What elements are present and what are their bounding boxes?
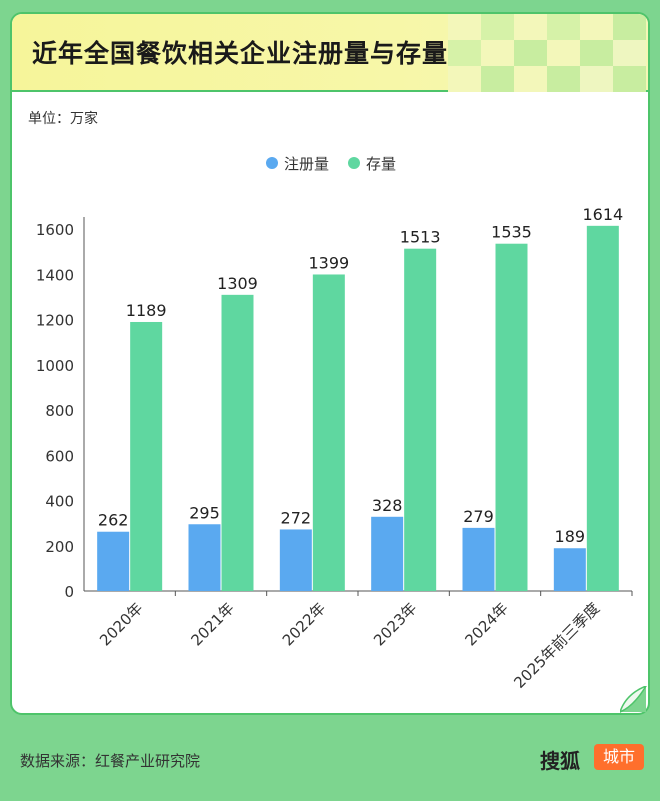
data-label: 1189	[126, 301, 167, 320]
data-label: 1399	[308, 253, 349, 272]
bar	[586, 225, 619, 591]
legend-marker	[348, 157, 360, 169]
page-title: 近年全国餐饮相关企业注册量与存量概况	[32, 39, 501, 68]
y-tick-label: 1600	[36, 221, 74, 239]
bar	[130, 321, 163, 591]
bar	[97, 531, 130, 591]
data-label: 1513	[400, 228, 441, 247]
x-tick-label: 2025年前三季度	[510, 599, 603, 692]
checker-pattern	[448, 14, 648, 92]
header-banner: 近年全国餐饮相关企业注册量与存量概况	[12, 14, 648, 92]
bar	[404, 248, 437, 591]
legend-marker	[266, 157, 278, 169]
data-label: 279	[463, 507, 494, 526]
y-tick-label: 400	[45, 493, 74, 511]
data-label: 1614	[582, 205, 623, 224]
data-label: 328	[372, 496, 403, 515]
legend-label: 存量	[366, 155, 396, 173]
bar	[462, 527, 495, 591]
x-tick-label: 2021年	[187, 599, 237, 649]
data-label: 262	[98, 511, 129, 530]
data-label: 295	[189, 503, 220, 522]
bar	[279, 529, 312, 591]
data-label: 1535	[491, 223, 532, 242]
chart-card: 近年全国餐饮相关企业注册量与存量概况	[10, 12, 650, 715]
bar	[371, 516, 404, 591]
bar	[188, 524, 221, 591]
y-tick-label: 1200	[36, 312, 74, 330]
x-tick-label: 2020年	[96, 599, 146, 649]
legend-label: 注册量	[284, 155, 329, 173]
data-label: 189	[555, 527, 586, 546]
y-tick-label: 0	[64, 583, 74, 601]
unit-label: 单位：万家	[28, 111, 98, 127]
bar	[221, 294, 254, 591]
data-label: 272	[281, 508, 312, 527]
bar	[312, 274, 345, 591]
bar	[553, 548, 586, 591]
data-source: 数据来源：红餐产业研究院	[20, 752, 201, 770]
brand-tag: 城市	[594, 744, 644, 770]
y-tick-label: 600	[45, 447, 74, 465]
page-fold-icon	[620, 686, 647, 713]
x-tick-label: 2022年	[279, 599, 329, 649]
brand-logo: 搜狐	[540, 749, 580, 773]
y-tick-label: 1400	[36, 266, 74, 284]
y-tick-label: 1000	[36, 357, 74, 375]
y-tick-label: 800	[45, 402, 74, 420]
y-tick-label: 200	[45, 538, 74, 556]
x-tick-label: 2024年	[461, 599, 511, 649]
data-label: 1309	[217, 274, 258, 293]
x-tick-label: 2023年	[370, 599, 420, 649]
bar	[495, 243, 528, 592]
